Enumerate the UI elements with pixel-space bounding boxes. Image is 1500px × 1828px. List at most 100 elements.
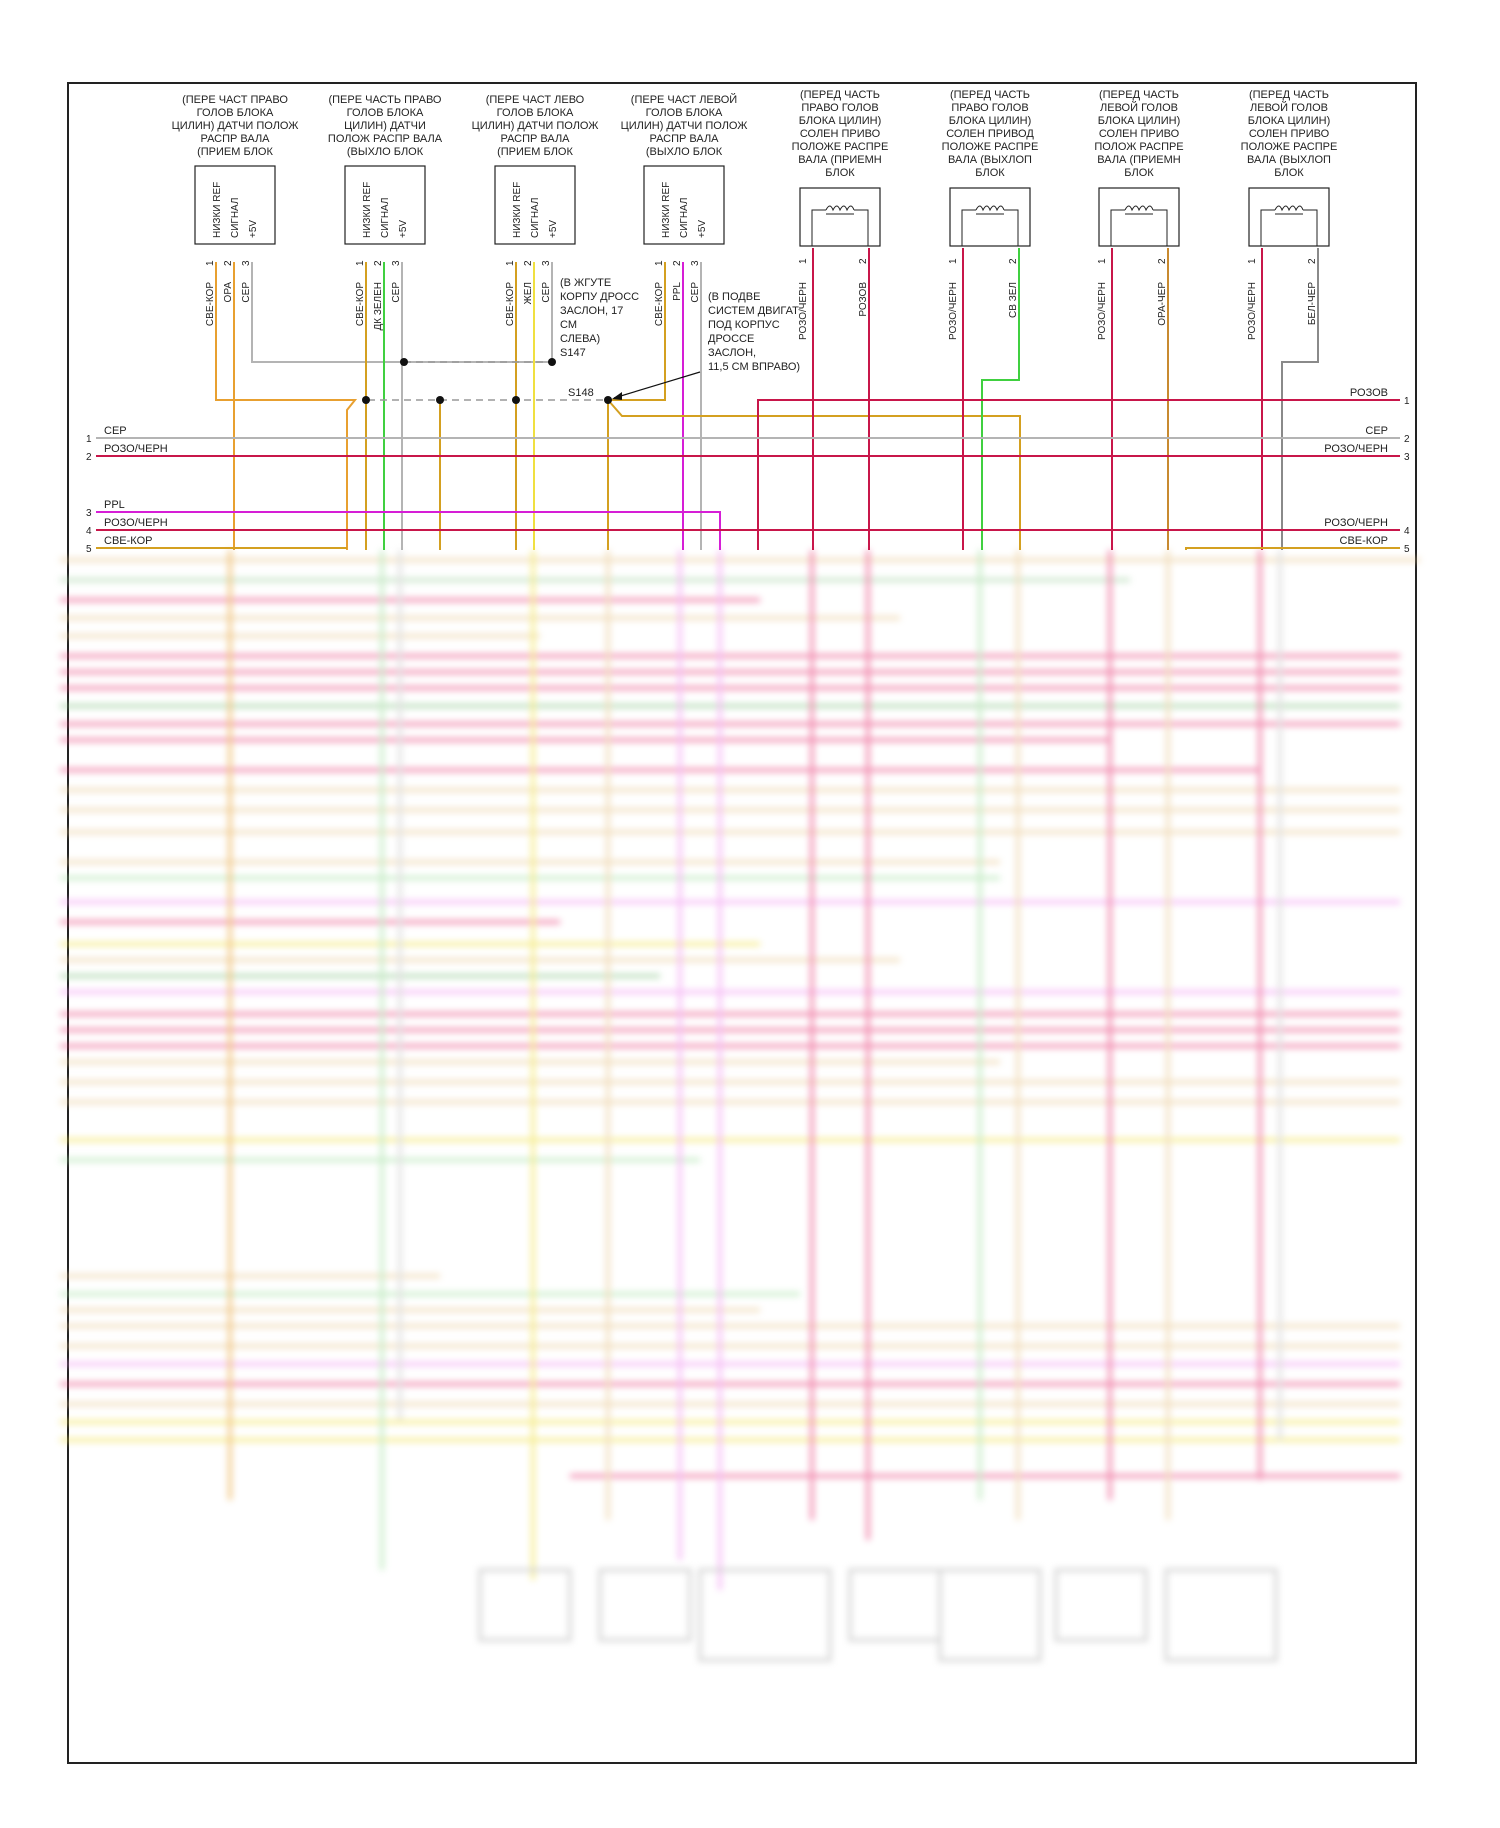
svg-text:БЛОКА ЦИЛИН): БЛОКА ЦИЛИН) [1098, 115, 1181, 127]
svg-text:2: 2 [1404, 434, 1410, 445]
svg-text:РОЗО/ЧЕРН: РОЗО/ЧЕРН [104, 517, 168, 529]
svg-text:РОЗО/ЧЕРН: РОЗО/ЧЕРН [798, 282, 809, 340]
svg-text:РОЗО/ЧЕРН: РОЗО/ЧЕРН [1324, 517, 1388, 529]
component-title-c7: (ПЕРЕД ЧАСТЬ ЛЕВОЙ ГОЛОВ БЛОКА ЦИЛИН) СО… [1094, 89, 1183, 179]
svg-text:СВЕ-КОР: СВЕ-КОР [505, 282, 516, 326]
svg-text:СЕР: СЕР [541, 282, 552, 303]
svg-text:ПОЛОЖЕ РАСПРЕ: ПОЛОЖЕ РАСПРЕ [792, 141, 889, 153]
svg-text:4: 4 [1404, 526, 1410, 537]
svg-text:СВЕ-КОР: СВЕ-КОР [205, 282, 216, 326]
svg-text:РАСПР ВАЛА: РАСПР ВАЛА [200, 133, 270, 145]
svg-text:+5V: +5V [248, 220, 259, 238]
svg-text:1: 1 [505, 260, 516, 266]
svg-text:СИГНАЛ: СИГНАЛ [230, 198, 241, 239]
svg-text:ОРА-ЧЕР: ОРА-ЧЕР [1157, 282, 1168, 326]
svg-text:РОЗОВ: РОЗОВ [1350, 387, 1388, 399]
svg-text:(ПРИЕМ БЛОК: (ПРИЕМ БЛОК [197, 146, 273, 158]
svg-text:1: 1 [355, 260, 366, 266]
svg-text:СМ: СМ [560, 319, 577, 331]
svg-text:ЦИЛИН) ДАТЧИ ПОЛОЖ: ЦИЛИН) ДАТЧИ ПОЛОЖ [172, 120, 299, 132]
solenoid-c7 [1098, 187, 1180, 247]
svg-text:ЦИЛИН) ДАТЧИ ПОЛОЖ: ЦИЛИН) ДАТЧИ ПОЛОЖ [472, 120, 599, 132]
svg-text:БЛОКА ЦИЛИН): БЛОКА ЦИЛИН) [1248, 115, 1331, 127]
svg-text:РАСПР ВАЛА: РАСПР ВАЛА [649, 133, 719, 145]
svg-text:5: 5 [1404, 544, 1410, 555]
svg-text:ПРАВО ГОЛОВ: ПРАВО ГОЛОВ [951, 102, 1028, 114]
svg-text:ЖЕЛ: ЖЕЛ [523, 282, 534, 304]
svg-text:РОЗО/ЧЕРН: РОЗО/ЧЕРН [1324, 443, 1388, 455]
component-title-c1: (ПЕРЕ ЧАСТ ПРАВО ГОЛОВ БЛОКА ЦИЛИН) ДАТЧ… [172, 94, 299, 158]
svg-text:ПРАВО ГОЛОВ: ПРАВО ГОЛОВ [801, 102, 878, 114]
svg-text:+5V: +5V [548, 220, 559, 238]
svg-text:ВАЛА (ПРИЕМН: ВАЛА (ПРИЕМН [798, 154, 881, 166]
svg-text:РОЗО/ЧЕРН: РОЗО/ЧЕРН [948, 282, 959, 340]
svg-text:БЛОКА ЦИЛИН): БЛОКА ЦИЛИН) [799, 115, 882, 127]
svg-text:СОЛЕН ПРИВО: СОЛЕН ПРИВО [1099, 128, 1180, 140]
svg-text:ПОЛОЖЕ РАСПРЕ: ПОЛОЖЕ РАСПРЕ [942, 141, 1039, 153]
svg-text:НИЗКИ REF: НИЗКИ REF [212, 182, 223, 238]
svg-text:БЛОК: БЛОК [1274, 167, 1304, 179]
svg-text:PPL: PPL [104, 499, 125, 511]
sensor-connectors [194, 165, 725, 245]
svg-text:(ПЕРЕ ЧАСТ ЛЕВО: (ПЕРЕ ЧАСТ ЛЕВО [486, 94, 585, 106]
svg-text:1: 1 [1404, 396, 1410, 407]
left-bus-labels: 1 СЕР 2 РОЗО/ЧЕРН 3 PPL 4 РОЗО/ЧЕРН 5 СВ… [86, 425, 168, 555]
svg-text:ПОЛОЖ РАСПРЕ: ПОЛОЖ РАСПРЕ [1094, 141, 1183, 153]
svg-text:КОРПУ ДРОСС: КОРПУ ДРОСС [560, 291, 639, 303]
svg-text:(ПЕРЕ ЧАСТ ПРАВО: (ПЕРЕ ЧАСТ ПРАВО [182, 94, 288, 106]
svg-text:2: 2 [86, 452, 92, 463]
svg-text:(В ПОДВЕ: (В ПОДВЕ [708, 291, 760, 303]
svg-text:ГОЛОВ БЛОКА: ГОЛОВ БЛОКА [646, 107, 723, 119]
pin-numbers: 1 2 3 1 2 3 1 2 3 1 2 3 1 2 1 2 1 2 1 2 [205, 258, 1318, 266]
svg-text:СВ ЗЕЛ: СВ ЗЕЛ [1008, 282, 1019, 318]
svg-text:(ПЕРЕД ЧАСТЬ: (ПЕРЕД ЧАСТЬ [950, 89, 1030, 101]
svg-text:(ПЕРЕ ЧАСТ ЛЕВОЙ: (ПЕРЕ ЧАСТ ЛЕВОЙ [631, 93, 737, 106]
svg-text:(В ЖГУТЕ: (В ЖГУТЕ [560, 277, 611, 289]
svg-text:11,5 СМ ВПРАВО): 11,5 СМ ВПРАВО) [708, 361, 800, 373]
svg-text:БЛОКА ЦИЛИН): БЛОКА ЦИЛИН) [949, 115, 1032, 127]
sensor-pin-labels: НИЗКИ REF СИГНАЛ +5V НИЗКИ REF СИГНАЛ +5… [212, 182, 708, 238]
svg-text:+5V: +5V [398, 220, 409, 238]
svg-text:2: 2 [1307, 258, 1318, 264]
svg-text:СИГНАЛ: СИГНАЛ [380, 198, 391, 239]
svg-text:БЛОК: БЛОК [975, 167, 1005, 179]
solenoid-c6 [949, 187, 1031, 247]
svg-text:S148: S148 [568, 387, 594, 399]
svg-text:НИЗКИ REF: НИЗКИ REF [512, 182, 523, 238]
splice-s147-note: (В ЖГУТЕ КОРПУ ДРОСС ЗАСЛОН, 17 СМ СЛЕВА… [560, 277, 639, 359]
svg-text:ОРА: ОРА [223, 282, 234, 303]
svg-text:ЗАСЛОН,: ЗАСЛОН, [708, 347, 756, 359]
svg-text:ПОЛОЖЕ РАСПРЕ: ПОЛОЖЕ РАСПРЕ [1241, 141, 1338, 153]
component-title-c5: (ПЕРЕД ЧАСТЬ ПРАВО ГОЛОВ БЛОКА ЦИЛИН) СО… [792, 89, 889, 179]
svg-text:3: 3 [541, 260, 552, 266]
svg-text:ВАЛА (ПРИЕМН: ВАЛА (ПРИЕМН [1097, 154, 1180, 166]
svg-text:СИГНАЛ: СИГНАЛ [530, 198, 541, 239]
labels: (ПЕРЕ ЧАСТ ПРАВО ГОЛОВ БЛОКА ЦИЛИН) ДАТЧ… [86, 89, 1410, 555]
svg-text:(ПЕРЕД ЧАСТЬ: (ПЕРЕД ЧАСТЬ [1099, 89, 1179, 101]
svg-text:2: 2 [523, 260, 534, 266]
svg-text:3: 3 [86, 508, 92, 519]
svg-text:НИЗКИ REF: НИЗКИ REF [661, 182, 672, 238]
svg-text:1: 1 [798, 258, 809, 264]
solenoid-connectors [799, 187, 1330, 247]
component-title-c2: (ПЕРЕ ЧАСТЬ ПРАВО ГОЛОВ БЛОКА ЦИЛИН) ДАТ… [328, 94, 443, 158]
svg-text:ВАЛА (ВЫХЛОП: ВАЛА (ВЫХЛОП [948, 154, 1032, 166]
svg-text:ДК ЗЕЛЕН: ДК ЗЕЛЕН [373, 282, 384, 331]
component-title-c8: (ПЕРЕД ЧАСТЬ ЛЕВОЙ ГОЛОВ БЛОКА ЦИЛИН) СО… [1241, 89, 1338, 179]
svg-text:+5V: +5V [697, 220, 708, 238]
svg-text:БЕЛ-ЧЕР: БЕЛ-ЧЕР [1307, 282, 1318, 325]
svg-text:2: 2 [223, 260, 234, 266]
svg-text:1: 1 [654, 260, 665, 266]
svg-text:1: 1 [86, 434, 92, 445]
blurred-lower-region [60, 550, 1420, 1662]
upper-wires [96, 248, 1400, 550]
svg-text:2: 2 [1008, 258, 1019, 264]
svg-text:ПОД КОРПУС: ПОД КОРПУС [708, 319, 780, 331]
svg-text:(ВЫХЛО БЛОК: (ВЫХЛО БЛОК [646, 146, 723, 158]
svg-text:ЦИЛИН) ДАТЧИ: ЦИЛИН) ДАТЧИ [344, 120, 426, 132]
solenoid-c8 [1248, 187, 1330, 247]
svg-text:PPL: PPL [672, 282, 683, 301]
svg-text:3: 3 [241, 260, 252, 266]
svg-text:4: 4 [86, 526, 92, 537]
svg-text:СЛЕВА): СЛЕВА) [560, 333, 600, 345]
